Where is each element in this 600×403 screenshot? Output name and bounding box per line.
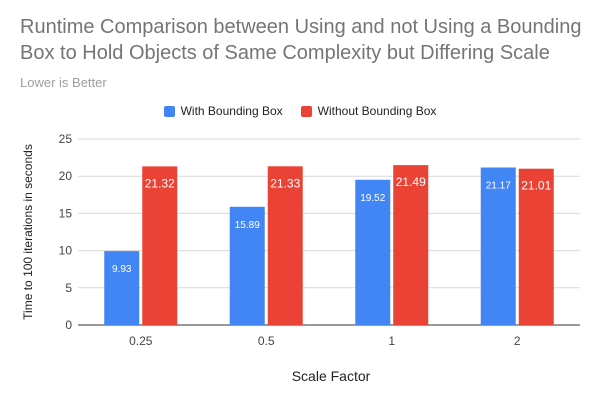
y-tick-label: 15	[59, 206, 73, 220]
legend-item-with-bounding-box: With Bounding Box	[163, 104, 283, 118]
bar-value-label: 15.89	[235, 220, 260, 231]
bar-value-label: 21.01	[521, 179, 551, 193]
bar-value-label: 21.49	[396, 175, 426, 189]
legend-swatch-without-bounding-box	[300, 105, 312, 117]
bar	[267, 166, 303, 325]
y-tick-label: 20	[59, 169, 73, 183]
y-axis-title: Time to 100 iterations in seconds	[21, 144, 35, 320]
bar-value-label: 21.32	[145, 176, 175, 190]
legend-swatch-with-bounding-box	[163, 105, 175, 117]
bar	[518, 168, 554, 325]
chart-subtitle: Lower is Better	[20, 75, 107, 90]
x-tick-label: 2	[514, 334, 521, 348]
bar	[355, 179, 391, 325]
bar	[393, 165, 429, 325]
legend-label-with-bounding-box: With Bounding Box	[180, 104, 283, 118]
y-tick-label: 10	[59, 244, 73, 258]
bar-value-label: 19.52	[360, 193, 385, 204]
y-tick-label: 25	[59, 132, 73, 146]
bar-value-label: 21.33	[270, 176, 300, 190]
legend-item-without-bounding-box: Without Bounding Box	[300, 104, 437, 118]
chart-title: Runtime Comparison between Using and not…	[20, 16, 582, 64]
bar-value-label: 9.93	[112, 264, 132, 275]
legend: With Bounding Box Without Bounding Box	[0, 104, 600, 118]
bar	[480, 167, 516, 325]
legend-label-without-bounding-box: Without Bounding Box	[317, 104, 437, 118]
bar-value-label: 21.17	[486, 180, 511, 191]
bar	[142, 166, 178, 325]
bar	[104, 251, 140, 325]
x-axis-title: Scale Factor	[292, 368, 371, 384]
x-tick-label: 1	[388, 334, 395, 348]
y-tick-label: 5	[65, 281, 72, 295]
bar	[229, 206, 265, 325]
x-tick-label: 0.5	[258, 334, 275, 348]
x-tick-label: 0.25	[129, 334, 153, 348]
y-tick-label: 0	[65, 318, 72, 332]
